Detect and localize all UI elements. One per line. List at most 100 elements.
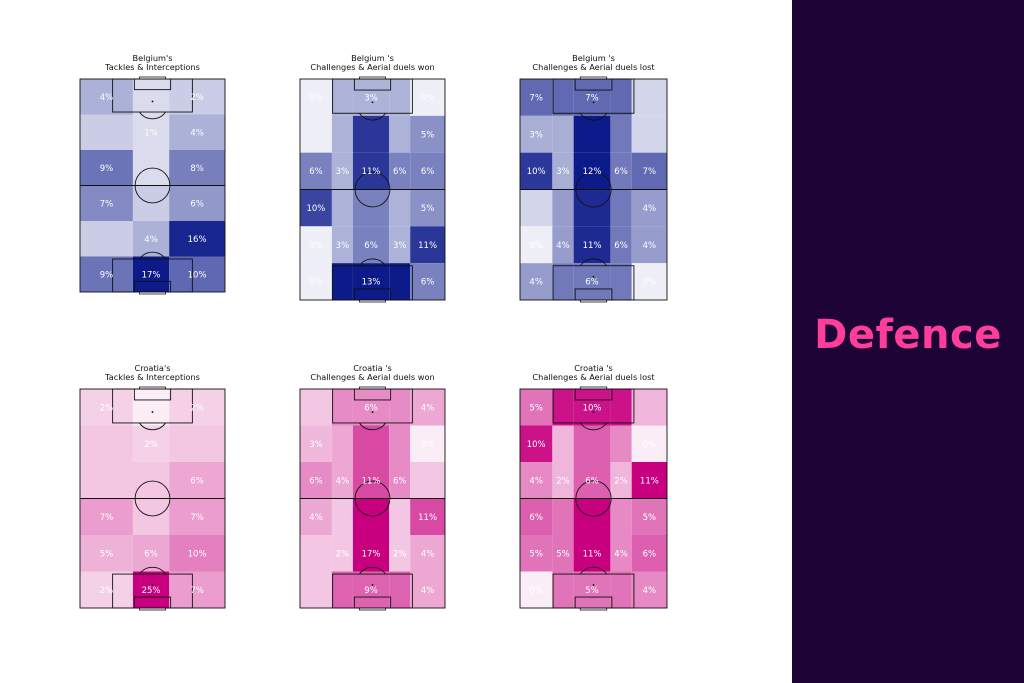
chart-title-line1: Croatia 's bbox=[574, 363, 613, 373]
heatmap-cell bbox=[573, 462, 611, 499]
heatmap-cell bbox=[610, 389, 632, 426]
heatmap-cell bbox=[352, 498, 390, 535]
heatmap-cell bbox=[300, 498, 332, 535]
heatmap-cell bbox=[169, 221, 225, 257]
cell-value-label: 17% bbox=[142, 270, 161, 280]
cell-value-label: 8% bbox=[190, 164, 204, 174]
cell-value-label: 1% bbox=[144, 128, 158, 138]
cell-value-label: 5% bbox=[556, 549, 570, 559]
cell-value-label: 6% bbox=[393, 167, 407, 177]
heatmap-cell bbox=[331, 571, 353, 608]
heatmap-cell bbox=[573, 498, 611, 535]
heatmap-cell bbox=[610, 115, 632, 153]
chart-title-line2: Challenges & Aerial duels won bbox=[310, 62, 434, 72]
penalty-spot-bottom bbox=[592, 275, 595, 278]
heatmap-cell bbox=[80, 462, 133, 499]
heatmap-cell bbox=[331, 152, 353, 190]
heatmap-cell bbox=[300, 571, 332, 608]
penalty-spot-top bbox=[151, 100, 154, 103]
heatmap-cell bbox=[352, 535, 390, 572]
heatmap-cell bbox=[552, 462, 574, 499]
heatmap-cell bbox=[631, 189, 667, 227]
heatmap-cell bbox=[631, 425, 667, 462]
heatmap-cell bbox=[300, 226, 332, 264]
heatmap-cell bbox=[132, 221, 170, 257]
heatmap-cell bbox=[80, 571, 133, 608]
cell-value-label: 4% bbox=[643, 204, 657, 214]
heatmap-cell bbox=[80, 185, 133, 221]
heatmap-cell bbox=[300, 535, 332, 572]
penalty-arc-top bbox=[579, 422, 608, 431]
heatmap-cell bbox=[300, 462, 332, 499]
heatmap-cell bbox=[169, 571, 225, 608]
heatmap-cell bbox=[610, 535, 632, 572]
penalty-spot-bottom bbox=[151, 584, 154, 586]
cell-value-label: 6% bbox=[614, 241, 628, 251]
heatmap-cell bbox=[389, 79, 411, 116]
heatmap-cell bbox=[331, 263, 353, 300]
heatmap-cell bbox=[573, 189, 611, 227]
goal-top bbox=[579, 76, 608, 80]
cell-value-label: 4% bbox=[529, 476, 543, 486]
heatmap-cell bbox=[300, 189, 332, 227]
heatmap-cell bbox=[389, 226, 411, 264]
cell-value-label: 7% bbox=[643, 167, 657, 177]
cell-value-label: 6% bbox=[585, 278, 599, 288]
cell-value-label: 11% bbox=[583, 549, 602, 559]
heatmap-cell bbox=[631, 462, 667, 499]
cell-value-label: 6% bbox=[585, 476, 599, 486]
goal-bottom bbox=[139, 607, 166, 611]
cell-value-label: 4% bbox=[100, 93, 114, 103]
cell-value-label: 0% bbox=[529, 586, 543, 596]
cell-value-label: 7% bbox=[190, 586, 204, 596]
cell-value-label: 13% bbox=[362, 278, 381, 288]
heatmap-cell bbox=[410, 462, 445, 499]
cell-value-label: 4% bbox=[309, 513, 323, 523]
penalty-arc-bottom bbox=[139, 566, 166, 575]
penalty-spot-bottom bbox=[151, 268, 154, 271]
cell-value-label: 11% bbox=[583, 241, 602, 251]
cell-value-label: 4% bbox=[643, 241, 657, 251]
heatmap-cell bbox=[410, 389, 445, 426]
cell-value-label: 5% bbox=[421, 204, 435, 214]
cell-value-label: 9% bbox=[100, 270, 114, 280]
heatmap-cell bbox=[352, 79, 390, 116]
heatmap-cell bbox=[631, 226, 667, 264]
heatmap-cell bbox=[352, 115, 390, 153]
heatmap-cell bbox=[331, 425, 353, 462]
goal-bottom bbox=[579, 299, 608, 303]
cell-value-label: 0% bbox=[309, 241, 323, 251]
heatmap-cell bbox=[410, 263, 445, 300]
cell-value-label: 10% bbox=[306, 204, 325, 214]
heatmap-cell bbox=[331, 498, 353, 535]
heatmap-cell bbox=[389, 498, 411, 535]
heatmap-cell bbox=[610, 79, 632, 116]
heatmap-cell bbox=[552, 79, 574, 116]
heatmap-cell bbox=[300, 389, 332, 426]
heatmap-cell bbox=[631, 571, 667, 608]
cell-value-label: 11% bbox=[418, 513, 437, 523]
heatmap-cell bbox=[610, 462, 632, 499]
cell-value-label: 3% bbox=[336, 241, 350, 251]
penalty-spot-bottom bbox=[371, 275, 374, 278]
cell-value-label: 2% bbox=[100, 586, 114, 596]
cell-value-label: 4% bbox=[421, 586, 435, 596]
cell-value-label: 6% bbox=[421, 167, 435, 177]
cell-value-label: 2% bbox=[556, 476, 570, 486]
heatmap-cell bbox=[331, 535, 353, 572]
goal-bottom bbox=[579, 607, 608, 611]
section-title: Defence bbox=[814, 312, 1002, 358]
cell-value-label: 5% bbox=[529, 549, 543, 559]
cell-value-label: 0% bbox=[421, 440, 435, 450]
heatmap-cell bbox=[610, 263, 632, 300]
heatmap-cell bbox=[352, 389, 390, 426]
goal-bottom bbox=[139, 291, 166, 295]
chart-title-line1: Belgium's bbox=[132, 53, 172, 63]
cell-value-label: 0% bbox=[529, 241, 543, 251]
heatmap-cell bbox=[573, 152, 611, 190]
heatmap-cell bbox=[300, 425, 332, 462]
heatmap-cell bbox=[132, 256, 170, 292]
goal-top bbox=[139, 386, 166, 390]
